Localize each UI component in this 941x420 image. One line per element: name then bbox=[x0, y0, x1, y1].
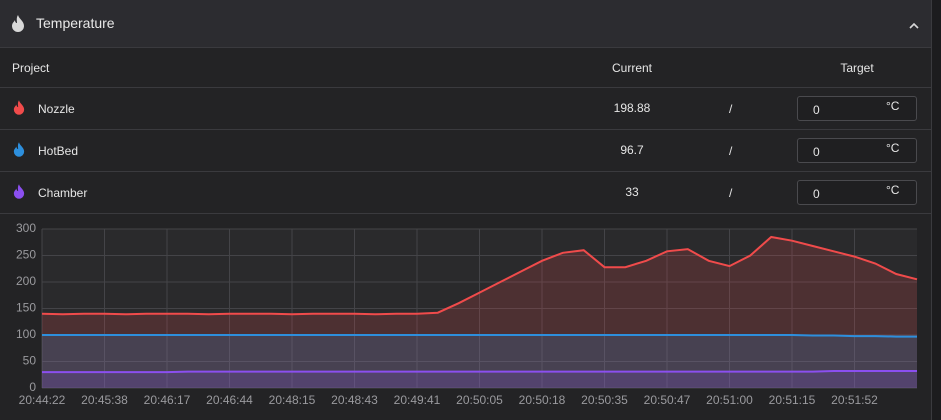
target-value: 0 bbox=[813, 145, 820, 159]
y-tick-label: 200 bbox=[16, 274, 36, 288]
column-header: Target bbox=[840, 61, 874, 75]
area bbox=[42, 371, 917, 388]
line bbox=[41, 235, 918, 316]
target-value: 0 bbox=[813, 187, 820, 201]
flame-icon bbox=[13, 184, 25, 199]
x-tick-label: 20:50:18 bbox=[519, 393, 566, 407]
current-value: 96.7 bbox=[620, 143, 644, 157]
x-tick-label: 20:51:52 bbox=[831, 393, 878, 407]
table-header: Project Current Target bbox=[0, 48, 931, 88]
panel-header[interactable]: Temperature bbox=[0, 0, 931, 48]
row-name: Nozzle bbox=[38, 102, 75, 116]
row-name: Chamber bbox=[38, 186, 88, 200]
target-unit: °C bbox=[886, 99, 900, 113]
y-tick-label: 0 bbox=[29, 380, 36, 394]
x-tick-label: 20:49:41 bbox=[394, 393, 441, 407]
target-input[interactable]: 0 °C bbox=[797, 138, 917, 163]
area bbox=[42, 237, 917, 388]
y-tick-label: 300 bbox=[16, 221, 36, 235]
separator: / bbox=[729, 144, 733, 158]
row-name: HotBed bbox=[38, 144, 79, 158]
target-unit: °C bbox=[886, 183, 900, 197]
table-row: HotBed 96.7 / 0 °C bbox=[0, 130, 931, 172]
target-unit: °C bbox=[886, 141, 900, 155]
x-tick-label: 20:50:05 bbox=[456, 393, 503, 407]
collapse-icon[interactable] bbox=[908, 22, 920, 30]
table-row: Nozzle 198.88 / 0 °C bbox=[0, 88, 931, 130]
y-tick-label: 150 bbox=[16, 301, 36, 315]
separator: / bbox=[729, 102, 733, 116]
y-tick-label: 50 bbox=[23, 354, 37, 368]
chart: 0 50 100 150 200 250 300 20:44:22 20:45:38 20:46:… bbox=[16, 221, 918, 407]
x-tick-label: 20:51:15 bbox=[769, 393, 816, 407]
panel-title: Temperature bbox=[36, 15, 115, 31]
line bbox=[42, 334, 917, 338]
x-tick-label: 20:50:35 bbox=[581, 393, 628, 407]
x-tick-label: 20:44:22 bbox=[19, 393, 66, 407]
target-value: 0 bbox=[813, 103, 820, 117]
column-header: Current bbox=[611, 61, 652, 75]
flame-icon bbox=[12, 15, 24, 32]
separator: / bbox=[729, 186, 733, 200]
area bbox=[42, 335, 917, 388]
target-input[interactable]: 0 °C bbox=[797, 180, 917, 205]
x-tick-label: 20:51:00 bbox=[706, 393, 753, 407]
x-tick-label: 20:46:44 bbox=[206, 393, 253, 407]
target-input[interactable]: 0 °C bbox=[797, 96, 917, 121]
x-tick-label: 20:48:15 bbox=[269, 393, 316, 407]
x-tick-label: 20:46:17 bbox=[144, 393, 191, 407]
line bbox=[42, 370, 917, 374]
column-header: Project bbox=[12, 61, 50, 75]
current-value: 198.88 bbox=[613, 101, 651, 115]
x-tick-label: 20:50:47 bbox=[644, 393, 691, 407]
x-tick-label: 20:45:38 bbox=[81, 393, 128, 407]
y-tick-label: 250 bbox=[16, 248, 36, 262]
y-tick-label: 100 bbox=[16, 327, 36, 341]
flame-icon bbox=[13, 100, 25, 115]
table-row: Chamber 33 / 0 °C bbox=[0, 172, 931, 214]
x-tick-label: 20:48:43 bbox=[331, 393, 378, 407]
flame-icon bbox=[13, 142, 25, 157]
current-value: 33 bbox=[625, 185, 639, 199]
